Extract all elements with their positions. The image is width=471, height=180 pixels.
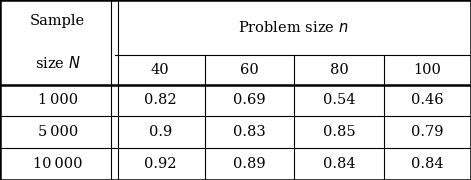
Text: 1 000: 1 000 (38, 93, 78, 107)
Text: Sample: Sample (30, 14, 85, 28)
Text: 0.79: 0.79 (411, 125, 444, 139)
Text: 0.84: 0.84 (323, 157, 356, 171)
Text: 100: 100 (414, 63, 441, 77)
Text: 0.82: 0.82 (144, 93, 177, 107)
Text: 80: 80 (330, 63, 349, 77)
Text: 40: 40 (151, 63, 170, 77)
Text: 5 000: 5 000 (38, 125, 78, 139)
Text: 0.84: 0.84 (411, 157, 444, 171)
Text: 0.46: 0.46 (411, 93, 444, 107)
Text: 0.89: 0.89 (233, 157, 266, 171)
Text: size $N$: size $N$ (35, 55, 81, 71)
Text: 10 000: 10 000 (33, 157, 82, 171)
Text: 0.9: 0.9 (148, 125, 172, 139)
Text: 0.69: 0.69 (233, 93, 266, 107)
Text: Problem size $n$: Problem size $n$ (238, 20, 349, 35)
Text: 0.92: 0.92 (144, 157, 177, 171)
Text: 0.85: 0.85 (323, 125, 356, 139)
Text: 0.54: 0.54 (323, 93, 356, 107)
Text: 0.83: 0.83 (233, 125, 266, 139)
Text: 60: 60 (240, 63, 259, 77)
